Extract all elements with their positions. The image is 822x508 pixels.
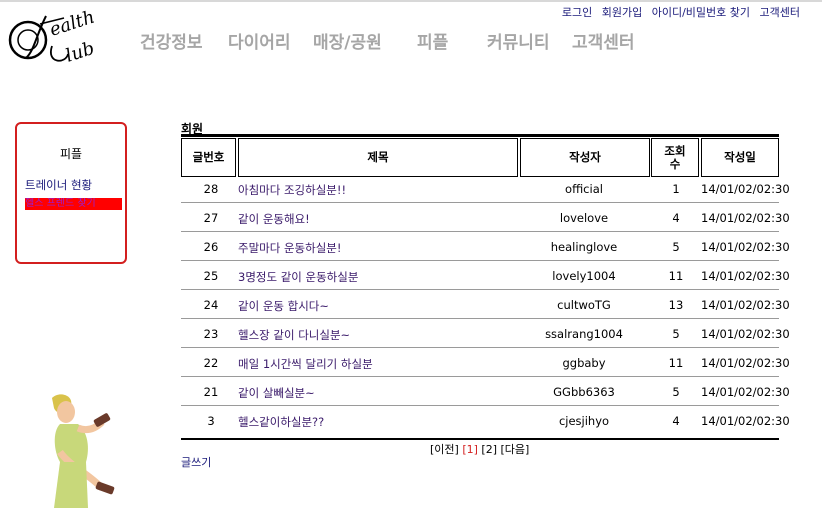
login-link[interactable]: 로그인 (561, 6, 593, 19)
pagination-page-1[interactable]: [1] (462, 443, 478, 456)
column-header-views: 조회수 (651, 138, 699, 177)
post-author: cjesjihyo (558, 414, 610, 428)
post-author: cultwoTG (557, 298, 611, 312)
table-bottom-rule (181, 438, 779, 440)
post-date: 14/01/02/02:30 (701, 327, 790, 341)
post-views: 4 (672, 211, 680, 225)
table-row: 23 헬스장 같이 다니실분~ ssalrang1004 5 14/01/02/… (181, 319, 790, 348)
fitness-woman-illustration (52, 394, 115, 508)
post-views: 11 (668, 269, 684, 283)
post-author: ggbaby (562, 356, 606, 370)
board-title: 회원 (181, 122, 204, 136)
pagination: [이전] [1] [2] [다음] (430, 441, 529, 457)
logo-text-bottom: lub (63, 38, 97, 66)
post-title-link[interactable]: 3명정도 같이 운동하실분 (238, 270, 359, 284)
post-number: 22 (203, 356, 219, 370)
column-header-date: 작성일 (701, 138, 779, 177)
sidebar-item-trainers[interactable]: 트레이너 현황 (25, 178, 93, 192)
post-date: 14/01/02/02:30 (701, 269, 790, 283)
health-club-logo[interactable]: ealth lub (6, 6, 128, 66)
nav-item-people[interactable]: 피플 (417, 33, 449, 53)
post-date: 14/01/02/02:30 (701, 182, 790, 196)
pagination-prev[interactable]: [이전] (430, 443, 459, 456)
support-link[interactable]: 고객센터 (759, 6, 800, 19)
utility-links: 로그인 회원가입 아이디/비밀번호 찾기 고객센터 (556, 4, 800, 20)
post-date: 14/01/02/02:30 (701, 385, 790, 399)
post-number: 23 (203, 327, 219, 341)
post-views: 5 (672, 240, 680, 254)
nav-item-store-park[interactable]: 매장/공원 (313, 33, 382, 53)
post-views: 4 (672, 414, 680, 428)
post-title-link[interactable]: 헬스장 같이 다니실분~ (238, 328, 351, 342)
table-row: 3 헬스같이하실분?? cjesjihyo 4 14/01/02/02:30 (181, 406, 790, 435)
post-views: 11 (668, 356, 684, 370)
post-author: GGbb6363 (553, 385, 615, 399)
post-date: 14/01/02/02:30 (701, 298, 790, 312)
table-row: 26 주말마다 운동하실분! healinglove 5 14/01/02/02… (181, 232, 790, 261)
table-top-rule (181, 134, 779, 137)
post-views: 5 (672, 385, 680, 399)
pagination-next[interactable]: [다음] (500, 443, 530, 456)
column-header-number: 글번호 (181, 138, 236, 177)
table-row: 27 같이 운동해요! lovelove 4 14/01/02/02:30 (181, 203, 790, 232)
table-row: 21 같이 살빼실분~ GGbb6363 5 14/01/02/02:30 (181, 377, 790, 406)
top-border (0, 0, 822, 2)
post-views: 1 (672, 182, 680, 196)
post-date: 14/01/02/02:30 (701, 414, 790, 428)
post-date: 14/01/02/02:30 (701, 240, 790, 254)
post-date: 14/01/02/02:30 (701, 356, 790, 370)
nav-item-diary[interactable]: 다이어리 (228, 33, 291, 53)
sidebar: 피플 트레이너 현황 헬스 프렌드 찾기 (15, 122, 127, 264)
post-views: 5 (672, 327, 680, 341)
post-number: 21 (203, 385, 219, 399)
pagination-page-2[interactable]: [2] (481, 443, 498, 456)
post-author: official (565, 182, 603, 196)
post-author: lovely1004 (552, 269, 616, 283)
table-row: 24 같이 운동 합시다~ cultwoTG 13 14/01/02/02:30 (181, 290, 790, 319)
post-views: 13 (668, 298, 684, 312)
find-account-link[interactable]: 아이디/비밀번호 찾기 (651, 6, 751, 19)
column-header-title: 제목 (238, 138, 518, 177)
table-row: 22 매일 1시간씩 달리기 하실분 ggbaby 11 14/01/02/02… (181, 348, 790, 377)
post-title-link[interactable]: 같이 운동해요! (238, 212, 310, 226)
table-row: 25 3명정도 같이 운동하실분 lovely1004 11 14/01/02/… (181, 261, 790, 290)
post-title-link[interactable]: 같이 살빼실분~ (238, 386, 315, 400)
post-title-link[interactable]: 주말마다 운동하실분! (238, 241, 342, 255)
post-author: healinglove (550, 240, 618, 254)
logo-text-top: ealth (47, 7, 97, 41)
nav-item-support[interactable]: 고객센터 (572, 33, 635, 53)
nav-item-community[interactable]: 커뮤니티 (487, 33, 550, 53)
post-date: 14/01/02/02:30 (701, 211, 790, 225)
post-title-link[interactable]: 아침마다 조깅하실분!! (238, 183, 347, 197)
sidebar-item-find-friend[interactable]: 헬스 프렌드 찾기 (25, 198, 122, 210)
post-title-link[interactable]: 같이 운동 합시다~ (238, 299, 330, 313)
column-header-author: 작성자 (520, 138, 650, 177)
post-author: ssalrang1004 (545, 327, 623, 341)
post-number: 24 (203, 298, 219, 312)
write-post-link[interactable]: 글쓰기 (181, 456, 212, 469)
post-number: 26 (203, 240, 219, 254)
post-author: lovelove (559, 211, 609, 225)
post-title-link[interactable]: 헬스같이하실분?? (238, 415, 325, 429)
table-row: 28 아침마다 조깅하실분!! official 1 14/01/02/02:3… (181, 174, 790, 203)
nav-item-health-info[interactable]: 건강정보 (140, 33, 203, 53)
post-number: 27 (203, 211, 219, 225)
post-title-link[interactable]: 매일 1시간씩 달리기 하실분 (238, 357, 373, 371)
post-number: 3 (207, 414, 215, 428)
post-number: 28 (203, 182, 219, 196)
signup-link[interactable]: 회원가입 (601, 6, 643, 19)
sidebar-title: 피플 (59, 147, 83, 161)
post-number: 25 (203, 269, 219, 283)
